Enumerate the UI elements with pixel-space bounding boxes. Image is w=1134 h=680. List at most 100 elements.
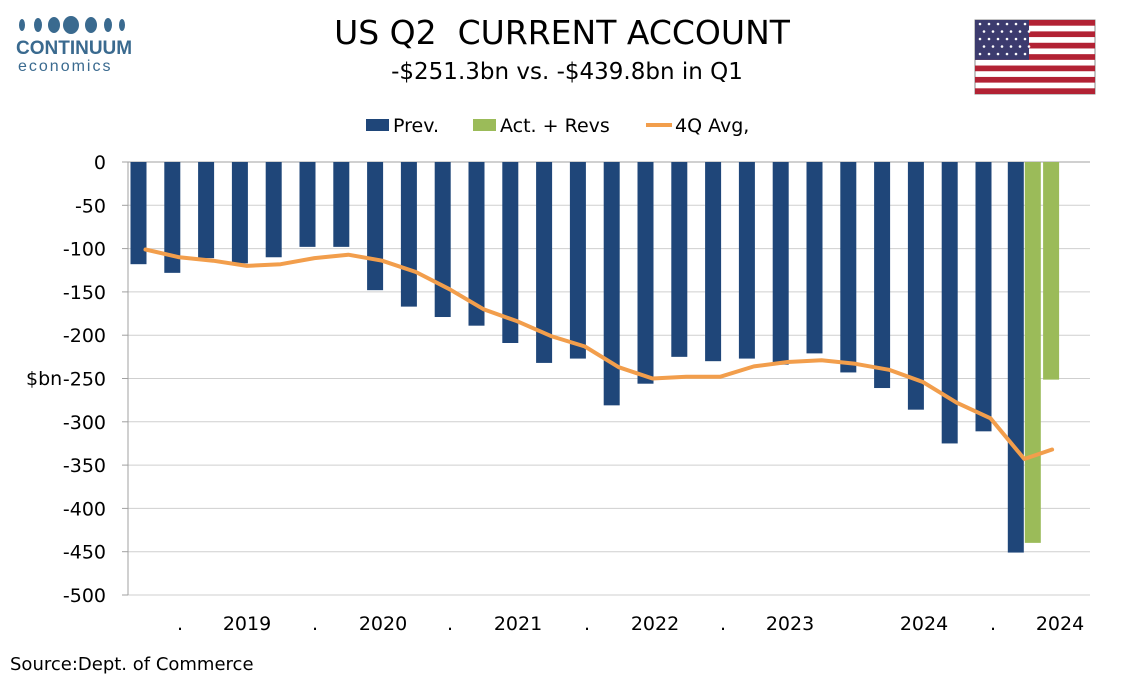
y-tick-label: -350 [63,455,106,477]
bar-prev [434,162,451,318]
x-tick-label: 2022 [631,613,679,635]
y-tick-label: -50 [75,195,106,217]
flag-star [996,37,1000,41]
y-tick-label: -400 [63,498,106,520]
bar-prev [198,162,215,259]
bar-prev [569,162,586,359]
legend-label-avg: 4Q Avg, [675,115,749,137]
avg-line-layer [143,247,1055,461]
bar-prev [164,162,181,273]
y-tick-label: -250 [63,369,106,391]
bar-prev [806,162,823,354]
flag-star [996,22,1000,26]
bar-prev [1007,162,1024,553]
logo-dot [34,18,42,32]
bar-prev [772,162,789,365]
bar-prev [468,162,485,326]
x-tick-label: . [447,613,453,635]
flag-star [1009,45,1013,48]
logo-dot [85,17,97,33]
x-tick-label: . [720,613,726,635]
flag-star [1014,22,1018,26]
brand-name-bottom: economics [18,58,112,75]
y-tick-label: 0 [94,152,106,174]
flag-star [1018,30,1022,33]
bar-prev [265,162,282,258]
us-flag-icon [974,19,1096,95]
bar-prev [333,162,350,247]
legend-swatch-act [473,119,496,131]
flag-star [1023,52,1027,56]
bar-prev [367,162,384,291]
chart-subtitle: -$251.3bn vs. -$439.8bn in Q1 [391,59,743,85]
flag-star [1023,22,1027,26]
bar-prev [907,162,924,410]
bar-prev [299,162,316,247]
y-axis-label: $bn [26,368,62,390]
x-tick-label: . [177,613,183,635]
y-axis: 0 -50 -100 -150 -200 -250 -300 -350 -400 -450 -500 [63,152,129,607]
logo-dot [119,19,125,31]
source-note: Source:Dept. of Commerce [10,654,254,675]
flag-star [1009,30,1013,33]
bar-prev [975,162,992,432]
flag-star [1014,52,1018,56]
flag-star [978,37,982,41]
logo-dot [104,18,112,32]
flag-star [1018,45,1022,48]
bar-prev [603,162,620,406]
x-tick-label: . [312,613,318,635]
y-tick-label: -500 [63,585,106,607]
bar-prev [840,162,857,373]
y-tick-label: -300 [63,412,106,434]
x-tick-label: 2023 [766,613,814,635]
bar-prev [231,162,248,264]
logo-dot [19,19,25,31]
flag-star [1023,37,1027,41]
flag-star [991,45,995,48]
y-tick-label: -450 [63,542,106,564]
flag-stripe [975,65,1095,72]
flag-stripe [975,42,1095,49]
flag-star [982,30,986,33]
y-tick-label: -200 [63,325,106,347]
legend: Prev. Act. + Revs 4Q Avg, [366,115,749,137]
x-tick-label: 2024 [900,613,948,635]
flag-star [1000,45,1004,48]
brand-logo: CONTINUUM economics [16,16,132,75]
flag-star [1000,30,1004,33]
bar-prev [941,162,958,444]
x-axis: . 2019. 2020. 2021. 2022. 2023 2024. 2024 [177,613,1084,635]
bar-prev [874,162,891,389]
avg-line [143,247,1055,461]
flag-star [1005,37,1009,41]
legend-label-act: Act. + Revs [500,115,610,137]
bar-actual [1024,162,1041,543]
flag-star [1027,45,1031,48]
flag-star [978,52,982,56]
flag-star [987,37,991,41]
bar-prev [536,162,553,363]
x-tick-label: 2019 [223,613,271,635]
flag-canton [975,20,1029,60]
flag-star [1005,22,1009,26]
bar-actual [1043,162,1060,380]
x-tick-label: . [584,613,590,635]
flag-stripe [975,88,1095,94]
flag-star [1014,37,1018,41]
flag-star [982,45,986,48]
flag-star [996,52,1000,56]
bar-prev [637,162,654,384]
bar-prev [705,162,722,362]
bar-prev [738,162,755,359]
flag-star [1027,30,1031,33]
bar-prev [502,162,519,343]
brand-name-top: CONTINUUM [16,38,132,59]
x-tick-label: 2020 [359,613,407,635]
flag-star [991,30,995,33]
bar-prev [130,162,147,265]
bar-prev [400,162,417,307]
y-tick-label: -150 [63,282,106,304]
logo-dot [48,17,60,33]
